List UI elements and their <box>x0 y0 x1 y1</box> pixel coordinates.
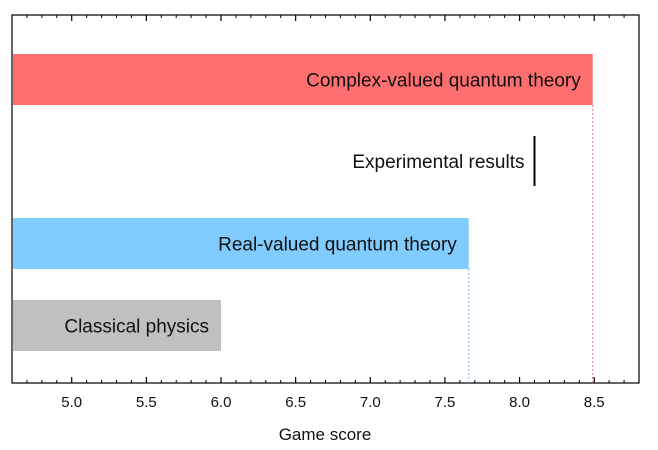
x-tick-label: 8.5 <box>584 394 605 411</box>
x-tick-label: 7.0 <box>360 394 381 411</box>
bar <box>13 218 469 269</box>
x-tick-label: 5.5 <box>136 394 157 411</box>
marker-label: Experimental results <box>352 152 524 173</box>
bar-label: Complex-valued quantum theory <box>306 71 581 92</box>
x-tick-label: 5.0 <box>61 394 82 411</box>
x-tick-label: 7.5 <box>434 394 455 411</box>
bar-label: Classical physics <box>64 317 209 338</box>
x-tick-label: 8.0 <box>509 394 530 411</box>
bars-group: Complex-valued quantum theory Real-valued… <box>13 54 594 383</box>
bar-label: Real-valued quantum theory <box>218 235 457 256</box>
x-axis-ticks: 5.0 5.5 6.0 6.5 7.0 7.5 8.0 8.5 <box>11 15 640 411</box>
x-tick-label: 6.0 <box>211 394 232 411</box>
x-axis-title: Game score <box>279 425 372 444</box>
bar <box>13 54 593 105</box>
x-tick-label: 6.5 <box>285 394 306 411</box>
bar <box>13 300 221 351</box>
